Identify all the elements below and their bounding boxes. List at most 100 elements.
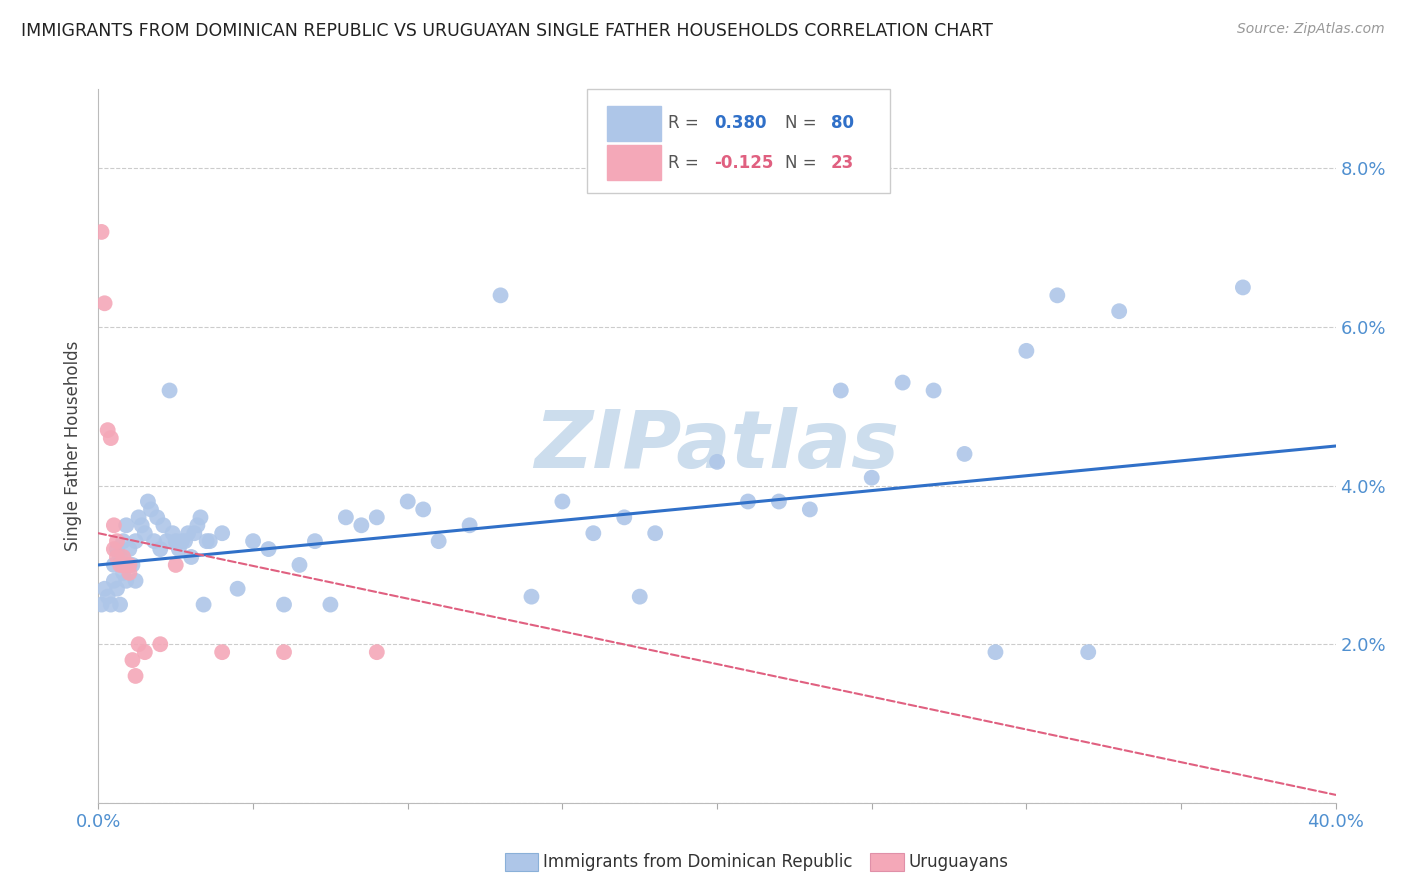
Point (112, 566, 135, 580)
Point (860, 471, 883, 485)
Point (162, 526, 184, 541)
Point (103, 518, 125, 533)
Text: -0.125: -0.125 (714, 153, 773, 171)
Text: Immigrants from Dominican Republic: Immigrants from Dominican Republic (543, 853, 852, 871)
Point (195, 534, 218, 549)
Point (112, 534, 135, 549)
Point (105, 542, 128, 557)
Point (170, 534, 193, 549)
Point (108, 549, 131, 564)
Text: N =: N = (785, 114, 823, 132)
Point (103, 574, 125, 588)
Point (1046, 288, 1069, 302)
Point (149, 542, 172, 557)
Point (257, 542, 280, 557)
Point (737, 494, 759, 508)
Point (90, 225, 112, 239)
Text: 80: 80 (831, 114, 853, 132)
Point (922, 384, 945, 398)
Text: Source: ZipAtlas.com: Source: ZipAtlas.com (1237, 22, 1385, 37)
Point (103, 558, 125, 572)
Point (118, 558, 141, 572)
Point (183, 526, 205, 541)
FancyBboxPatch shape (607, 145, 661, 180)
Point (891, 376, 914, 390)
Point (165, 558, 187, 572)
Point (100, 431, 122, 445)
Point (953, 447, 976, 461)
Point (613, 510, 636, 524)
Point (551, 494, 574, 508)
Point (193, 598, 215, 612)
Point (136, 494, 159, 508)
Point (304, 534, 326, 549)
Point (273, 598, 295, 612)
Point (112, 558, 135, 572)
Point (100, 598, 122, 612)
Point (131, 518, 153, 533)
Point (366, 510, 388, 524)
Point (93, 582, 115, 596)
Point (830, 384, 852, 398)
Point (174, 534, 197, 549)
Point (458, 518, 481, 533)
Point (115, 574, 138, 588)
Point (799, 502, 821, 516)
Point (97, 423, 120, 437)
Point (628, 590, 651, 604)
Text: R =: R = (668, 153, 703, 171)
Point (167, 542, 190, 557)
Point (128, 637, 150, 651)
Point (90, 598, 112, 612)
Point (115, 518, 138, 533)
Point (149, 637, 172, 651)
Point (105, 582, 128, 596)
Point (139, 502, 162, 516)
Point (273, 645, 295, 659)
Point (489, 288, 512, 302)
Point (143, 534, 166, 549)
Point (155, 534, 177, 549)
Point (1232, 280, 1254, 294)
Point (335, 510, 357, 524)
Point (165, 534, 187, 549)
Point (350, 518, 373, 533)
Point (118, 566, 141, 580)
Point (124, 669, 146, 683)
Point (226, 582, 249, 596)
Point (242, 534, 264, 549)
Text: ZIPatlas: ZIPatlas (534, 407, 900, 485)
Point (180, 549, 202, 564)
Point (118, 542, 141, 557)
Point (115, 558, 138, 572)
Point (103, 542, 125, 557)
Text: IMMIGRANTS FROM DOMINICAN REPUBLIC VS URUGUAYAN SINGLE FATHER HOUSEHOLDS CORRELA: IMMIGRANTS FROM DOMINICAN REPUBLIC VS UR… (21, 22, 993, 40)
Point (146, 510, 169, 524)
Point (124, 534, 146, 549)
Point (211, 645, 233, 659)
Point (128, 510, 150, 524)
Point (112, 549, 135, 564)
FancyBboxPatch shape (588, 89, 890, 193)
Point (186, 518, 208, 533)
Point (134, 645, 156, 659)
Point (427, 534, 450, 549)
Point (520, 590, 543, 604)
Text: 23: 23 (831, 153, 853, 171)
Point (121, 653, 143, 667)
FancyBboxPatch shape (607, 105, 661, 141)
Point (984, 645, 1007, 659)
Point (319, 598, 342, 612)
Point (108, 558, 131, 572)
Point (108, 598, 131, 612)
Point (644, 526, 666, 541)
Point (366, 645, 388, 659)
Point (93, 296, 115, 310)
Point (582, 526, 605, 541)
Point (1015, 343, 1038, 358)
Point (1077, 645, 1099, 659)
Point (152, 518, 174, 533)
Point (198, 534, 221, 549)
Point (412, 502, 434, 516)
Point (121, 558, 143, 572)
